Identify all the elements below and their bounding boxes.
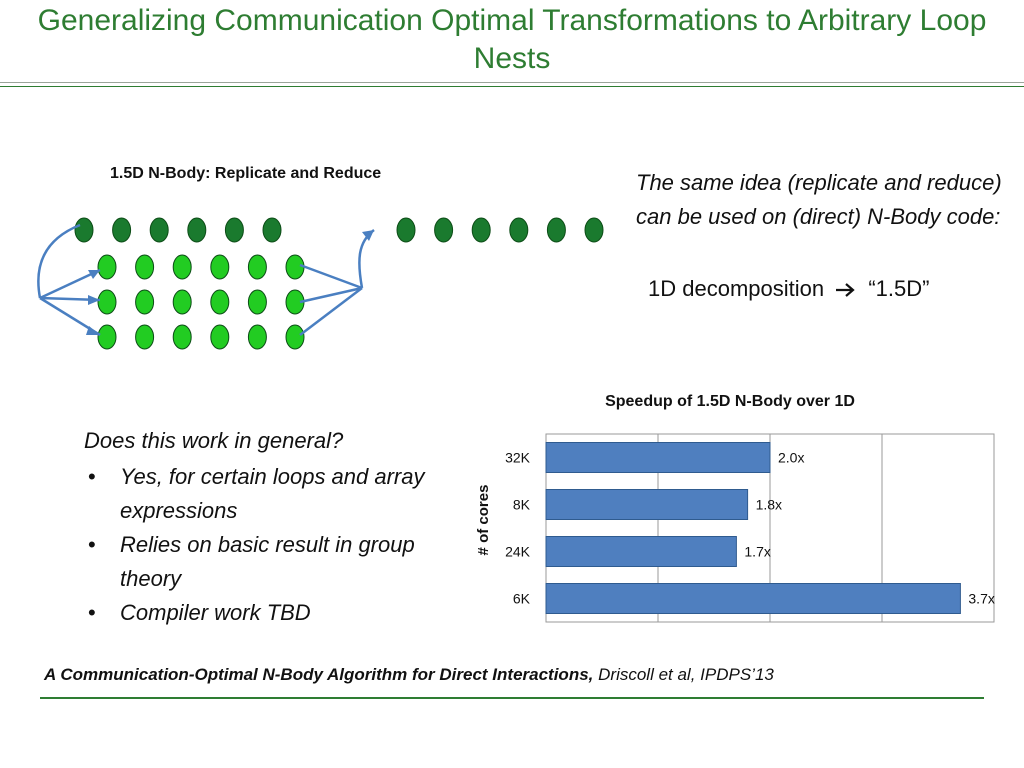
arrowhead <box>88 295 100 305</box>
replicated-particle-dot <box>172 289 192 315</box>
decomposition-line: 1D decomposition “1.5D” <box>648 276 929 302</box>
reduce-arrow <box>358 229 375 289</box>
footer-rule <box>40 697 984 699</box>
diagram-dots <box>74 217 604 350</box>
particle-dot <box>262 217 282 243</box>
citation-authors: Driscoll et al, IPDPS’13 <box>598 665 774 684</box>
decomposition-suffix: “1.5D” <box>868 276 930 301</box>
particle-dot <box>149 217 169 243</box>
category-label: 6K <box>513 591 531 607</box>
reduced-particle-dot <box>546 217 566 243</box>
bullet-dot-icon: • <box>88 600 96 625</box>
bullet-item: • Relies on basic result in group theory <box>84 528 434 596</box>
replicate-arrow <box>37 223 81 299</box>
replicated-particle-dot <box>210 254 230 280</box>
arrowhead <box>88 270 100 279</box>
slide-title: Generalizing Communication Optimal Trans… <box>37 4 987 75</box>
bar <box>545 583 961 614</box>
replicated-particle-dot <box>135 289 155 315</box>
description-text: The same idea (replicate and reduce) can… <box>636 170 1002 229</box>
replicated-particle-dot <box>135 254 155 280</box>
data-label: 2.0x <box>778 450 804 466</box>
bullet-text: Compiler work TBD <box>120 600 311 625</box>
replicated-particle-dot <box>210 289 230 315</box>
title-rule-top <box>0 82 1024 83</box>
reduced-particle-dot <box>396 217 416 243</box>
chart-bars <box>545 442 961 614</box>
bullet-item: • Compiler work TBD <box>84 596 434 630</box>
title-rule-bottom <box>0 86 1024 87</box>
citation-title: A Communication-Optimal N-Body Algorithm… <box>44 665 594 684</box>
replicated-particle-dot <box>285 254 305 280</box>
reduced-particle-dot <box>584 217 604 243</box>
bullet-text: Yes, for certain loops and array express… <box>120 464 425 523</box>
question-text: Does this work in general? <box>84 428 344 453</box>
replicate-reduce-diagram <box>37 217 604 350</box>
category-label: 24K <box>505 544 531 560</box>
bullet-text: Relies on basic result in group theory <box>120 532 415 591</box>
category-label: 32K <box>505 450 531 466</box>
diagram-title: 1.5D N-Body: Replicate and Reduce <box>110 165 382 182</box>
reduced-particle-dot <box>434 217 454 243</box>
data-label: 1.8x <box>756 497 782 513</box>
chart-category-labels: 32K 8K 24K 6K <box>505 450 531 607</box>
arrowheads <box>86 230 374 335</box>
bullet-item: • Yes, for certain loops and array expres… <box>84 460 434 528</box>
reduce-arrow <box>299 263 363 290</box>
arrowhead <box>86 326 100 335</box>
reduce-arrow <box>299 287 363 336</box>
bar <box>545 442 771 473</box>
replicated-particle-dot <box>135 324 155 350</box>
speedup-chart: 32K 8K 24K 6K 2.0x 1.8x 1.7x 3.7x # of cores <box>475 433 995 623</box>
bullet-list: • Yes, for certain loops and array expres… <box>84 460 434 630</box>
particle-dot <box>74 217 94 243</box>
replicate-arrow <box>39 268 101 300</box>
particle-dot <box>187 217 207 243</box>
diagram-arrows <box>37 223 375 337</box>
particle-dot <box>224 217 244 243</box>
replicated-particle-dot <box>97 324 117 350</box>
bar <box>545 536 737 567</box>
reduce-arrow <box>299 286 363 304</box>
replicated-particle-dot <box>172 254 192 280</box>
decomposition-prefix: 1D decomposition <box>648 276 825 301</box>
bullet-dot-icon: • <box>88 464 96 489</box>
bar <box>545 489 749 520</box>
replicated-particle-dot <box>247 254 267 280</box>
arrowhead <box>362 230 374 241</box>
chart-ylabel: # of cores <box>475 485 492 556</box>
replicated-particle-dot <box>172 324 192 350</box>
bullet-dot-icon: • <box>88 532 96 557</box>
right-arrow-icon <box>836 283 855 298</box>
data-label: 3.7x <box>968 591 994 607</box>
replicated-particle-dot <box>97 254 117 280</box>
particle-dot <box>112 217 132 243</box>
chart-title: Speedup of 1.5D N-Body over 1D <box>605 393 855 410</box>
replicated-particle-dot <box>247 289 267 315</box>
category-label: 8K <box>513 497 531 513</box>
replicated-particle-dot <box>210 324 230 350</box>
replicated-particle-dot <box>97 289 117 315</box>
reduced-particle-dot <box>471 217 491 243</box>
reduced-particle-dot <box>509 217 529 243</box>
replicated-particle-dot <box>285 324 305 350</box>
citation: A Communication-Optimal N-Body Algorithm… <box>44 665 774 685</box>
chart-data-labels: 2.0x 1.8x 1.7x 3.7x <box>744 450 994 607</box>
replicated-particle-dot <box>247 324 267 350</box>
data-label: 1.7x <box>744 544 770 560</box>
